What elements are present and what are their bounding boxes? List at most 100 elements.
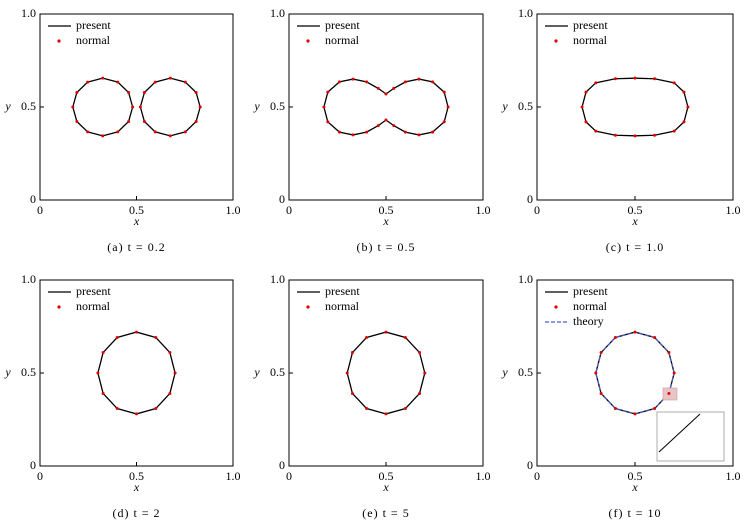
marker	[350, 391, 354, 395]
marker	[101, 391, 105, 395]
marker	[142, 90, 146, 94]
legend-label: normal	[76, 33, 111, 47]
marker	[71, 105, 75, 109]
y-tick-label: 1.0	[21, 6, 36, 20]
x-tick-label: 0	[534, 203, 540, 217]
marker	[322, 105, 326, 109]
marker	[384, 330, 388, 334]
marker	[101, 351, 105, 355]
marker	[101, 134, 105, 138]
plot-frame	[39, 13, 234, 201]
legend-marker	[306, 305, 310, 309]
marker	[392, 86, 396, 90]
x-tick-label: 0	[286, 469, 292, 483]
legend-label: present	[76, 18, 111, 32]
caption: (e) t = 5	[362, 506, 409, 520]
y-tick-label: 1.0	[21, 272, 36, 286]
x-axis-label: x	[382, 214, 389, 228]
legend-marker	[57, 39, 61, 43]
caption: (b) t = 0.5	[356, 240, 415, 254]
y-axis-label: y	[501, 365, 508, 379]
inset-curve	[658, 413, 701, 453]
marker	[376, 86, 380, 90]
x-tick-label: 0	[534, 469, 540, 483]
marker	[594, 81, 598, 85]
legend-label: normal	[573, 299, 608, 313]
marker	[337, 130, 341, 134]
y-axis-label: y	[253, 99, 260, 113]
marker	[183, 130, 187, 134]
marker	[403, 407, 407, 411]
marker	[101, 76, 105, 80]
x-tick-label: 0	[37, 203, 43, 217]
y-axis-label: y	[4, 99, 11, 113]
y-tick-label: 1.0	[518, 272, 533, 286]
x-tick-label: 1.0	[226, 203, 241, 217]
marker	[154, 335, 158, 339]
caption: (a) t = 0.2	[107, 240, 165, 254]
marker	[142, 120, 146, 124]
marker	[194, 90, 198, 94]
marker	[672, 81, 676, 85]
marker	[116, 80, 120, 84]
marker	[584, 90, 588, 94]
legend-marker	[306, 39, 310, 43]
marker	[653, 77, 657, 81]
legend-label: normal	[325, 33, 360, 47]
y-tick-label: 0.5	[518, 365, 533, 379]
marker	[131, 105, 135, 109]
marker	[127, 90, 131, 94]
marker	[580, 105, 584, 109]
marker	[168, 76, 172, 80]
marker	[326, 90, 330, 94]
marker	[446, 105, 450, 109]
x-tick-label: 1.0	[726, 203, 741, 217]
curve	[595, 331, 675, 415]
y-tick-label: 0	[30, 192, 36, 206]
x-axis-label: x	[133, 214, 140, 228]
x-axis-label: x	[631, 214, 638, 228]
x-axis-label: x	[133, 480, 140, 494]
plot-frame	[288, 279, 484, 467]
marker	[86, 130, 90, 134]
marker	[403, 80, 407, 84]
x-axis-label: x	[631, 480, 638, 494]
marker	[127, 120, 131, 124]
marker	[86, 80, 90, 84]
marker	[384, 92, 388, 96]
x-tick-label: 0.5	[379, 469, 394, 483]
marker	[154, 407, 158, 411]
y-tick-label: 0	[279, 458, 285, 472]
y-tick-label: 0.5	[270, 365, 285, 379]
marker	[613, 335, 617, 339]
marker	[168, 351, 172, 355]
x-tick-label: 0	[37, 469, 43, 483]
legend-label: normal	[573, 33, 608, 47]
marker	[75, 90, 79, 94]
legend-marker	[57, 305, 61, 309]
marker	[613, 77, 617, 81]
marker	[423, 371, 427, 375]
y-tick-label: 1.0	[518, 6, 533, 20]
caption: (d) t = 2	[112, 506, 160, 520]
marker	[326, 120, 330, 124]
marker	[173, 371, 177, 375]
marker	[183, 80, 187, 84]
marker	[599, 351, 603, 355]
marker	[384, 412, 388, 416]
marker	[96, 371, 100, 375]
marker	[431, 80, 435, 84]
marker	[116, 130, 120, 134]
marker	[115, 335, 119, 339]
marker	[384, 118, 388, 122]
marker	[75, 120, 79, 124]
legend-label: normal	[76, 299, 111, 313]
marker	[345, 371, 349, 375]
y-tick-label: 0	[279, 192, 285, 206]
legend-label: theory	[573, 314, 604, 328]
marker	[194, 120, 198, 124]
marker	[672, 371, 676, 375]
x-tick-label: 0.5	[129, 203, 144, 217]
legend-label: present	[573, 284, 608, 298]
marker	[418, 391, 422, 395]
